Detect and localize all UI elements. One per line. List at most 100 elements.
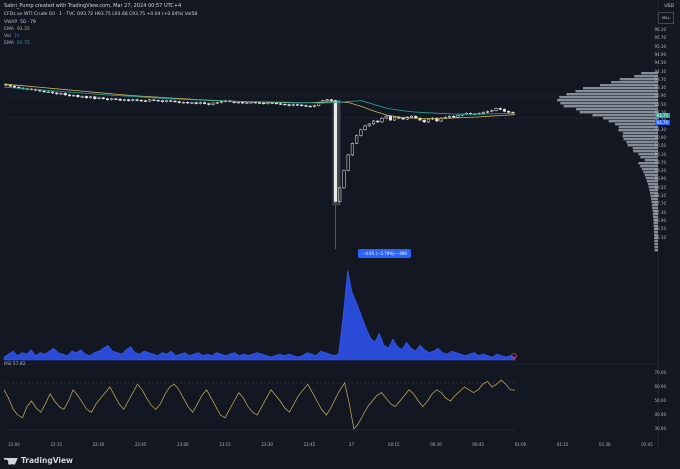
candle-body [140,100,143,101]
rsi-tick: 40.00 [655,412,666,417]
price-tick: 90.10 [655,152,666,157]
time-tick: 27 [349,442,354,447]
candle-body [300,105,303,106]
tradingview-logo[interactable]: TradingView [4,456,73,465]
price-tag-ema: 93.70 [655,120,670,125]
tradingview-icon [4,458,18,465]
candle-body [326,100,329,101]
candle-body [452,116,455,117]
profile-bar [654,240,658,242]
time-tick: 23:00 [177,442,189,447]
candle-body [153,100,156,101]
rsi-tick: 50.00 [655,398,666,403]
candle-body [292,105,295,106]
candle-body [106,99,109,100]
rsi-tick: 30.00 [655,426,666,431]
candle-body [330,100,333,101]
rsi-tick: 70.00 [655,370,666,375]
candle-body [182,102,185,103]
price-tick: 95.30 [655,44,666,49]
candle-body [157,100,160,101]
candle-body [203,103,206,104]
candle-body [51,92,54,93]
candle-body [161,101,164,102]
profile-bar [609,120,658,122]
candle-body [220,102,223,103]
candle-body [267,103,270,104]
candle-body [186,102,189,103]
time-tick: 00:15 [388,442,400,447]
price-tick: 90.90 [655,135,666,140]
candle-body [13,86,16,87]
candle-body [279,104,282,105]
candle-body [486,111,489,112]
profile-bar [583,87,658,89]
candle-body [89,97,92,98]
price-tag-last: 93.75 [655,113,670,118]
profile-bar [654,249,658,251]
footer [0,450,680,469]
time-tick: 00:30 [430,442,442,447]
time-tick: 22:00 [8,442,20,447]
candle-body [199,103,202,104]
profile-bar [654,246,658,248]
candle-body [305,106,308,107]
price-tick: 88.10 [655,193,666,198]
candle-body [254,102,257,103]
profile-bar [624,138,658,140]
candle-body [503,109,506,111]
candle-body [85,96,88,97]
rsi-tick: 60.00 [655,384,666,389]
price-tick: 86.90 [655,218,666,223]
time-tick: 22:45 [135,442,147,447]
price-tick: 94.50 [655,60,666,65]
time-tick: 22:15 [50,442,62,447]
candle-body [102,98,105,99]
candle-body [148,100,151,101]
candle-body [385,116,388,118]
price-chart[interactable] [0,0,680,450]
profile-bar [580,111,658,113]
volume-area [4,270,515,360]
candle-body [368,124,371,126]
measure-callout: −4.95 (−5.79%) −490 [358,249,411,258]
profile-bar [654,243,658,245]
profile-bar [619,126,658,128]
candle-body [457,115,460,117]
price-tick: 96.10 [655,27,666,32]
candle-body [68,95,71,96]
time-tick: 01:15 [557,442,569,447]
profile-bar [620,78,658,80]
candle-body [241,102,244,103]
candle-body [355,136,358,144]
price-tick: 89.70 [655,160,666,165]
candle-body [246,103,249,104]
candle-body [165,101,168,102]
candle-body [93,97,96,99]
profile-bar [557,99,658,101]
candle-body [376,121,379,122]
price-tick: 86.10 [655,235,666,240]
time-tick: 01:00 [515,442,527,447]
profile-bar [600,84,658,86]
profile-bar [626,141,658,143]
price-tick: 93.70 [655,77,666,82]
candle-body [393,117,396,120]
profile-bar [560,102,658,104]
candle-body [482,112,485,113]
candle-body [427,119,430,122]
candle-body [288,105,291,106]
price-tick: 95.70 [655,35,666,40]
profile-bar [615,123,658,125]
candle-body [381,118,384,122]
profile-bar [559,96,658,98]
candle-body [423,120,426,122]
candle-body [372,121,375,124]
candle-body [178,102,181,103]
profile-bar [564,105,658,107]
candle-body [309,106,312,107]
profile-bar [623,132,658,134]
candle-body [191,103,194,104]
candle-body [208,104,211,105]
candle-body [170,101,173,102]
